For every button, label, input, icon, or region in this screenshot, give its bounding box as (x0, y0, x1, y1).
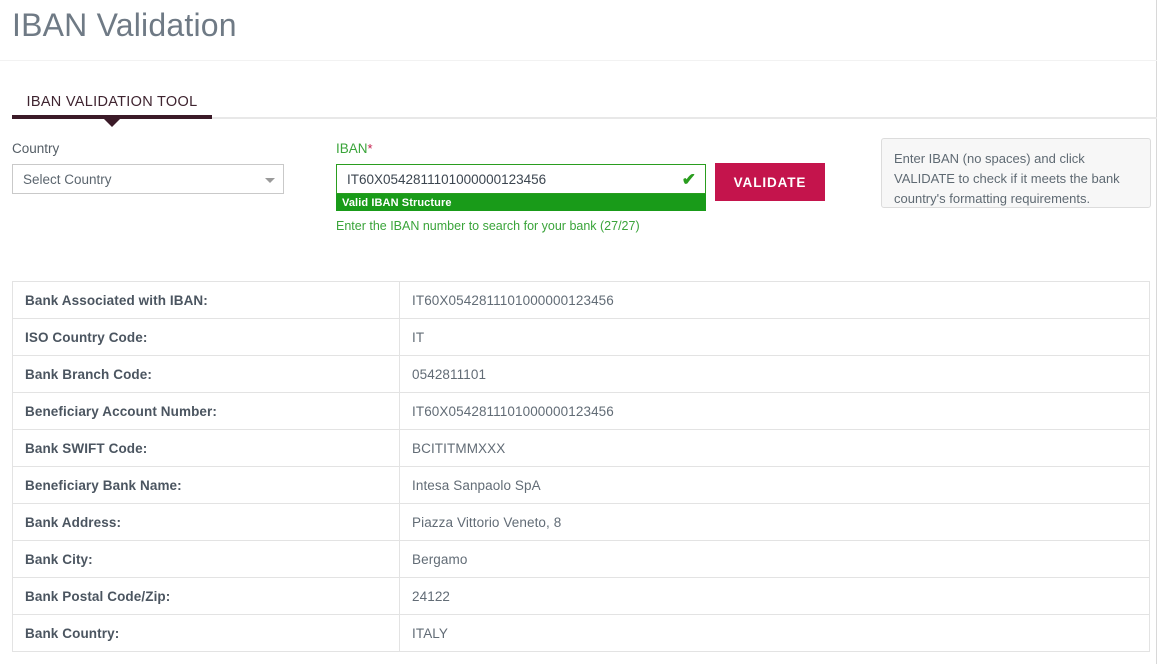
tab-iban-validation-tool[interactable]: IBAN VALIDATION TOOL (26, 94, 198, 110)
result-label: Bank Postal Code/Zip: (12, 577, 400, 615)
iban-input-wrapper: ✔ (336, 164, 706, 194)
tab-active-pointer-icon (104, 119, 120, 127)
title-divider (0, 60, 1157, 61)
table-row: Bank Branch Code: 0542811101 (12, 355, 1150, 393)
result-label: Bank City: (12, 540, 400, 578)
page-title: IBAN Validation (12, 7, 237, 43)
result-value: 24122 (399, 577, 1150, 615)
table-row: Beneficiary Bank Name: Intesa Sanpaolo Sp… (12, 466, 1150, 504)
result-label: Bank Associated with IBAN: (12, 281, 400, 319)
result-value: 0542811101 (399, 355, 1150, 393)
tab-bar-baseline (12, 117, 1157, 119)
info-box: Enter IBAN (no spaces) and click VALIDAT… (881, 138, 1151, 208)
country-select[interactable]: Select Country (12, 164, 284, 194)
result-label: Bank Address: (12, 503, 400, 541)
iban-helper-text: Enter the IBAN number to search for your… (336, 219, 640, 233)
result-value: BCITITMMXXX (399, 429, 1150, 467)
check-icon: ✔ (681, 170, 696, 189)
tab-bar: IBAN VALIDATION TOOL (0, 92, 1157, 127)
result-label: Bank Branch Code: (12, 355, 400, 393)
table-row: Bank City: Bergamo (12, 540, 1150, 578)
iban-results-table: Bank Associated with IBAN: IT60X054281110… (12, 281, 1150, 652)
chevron-down-icon (265, 178, 275, 183)
validate-button[interactable]: VALIDATE (715, 163, 825, 201)
result-label: ISO Country Code: (12, 318, 400, 356)
result-value: IT60X0542811101000000123456 (399, 281, 1150, 319)
table-row: Beneficiary Account Number: IT60X05428111… (12, 392, 1150, 430)
result-value: IT60X0542811101000000123456 (399, 392, 1150, 430)
tab-active-underline (12, 115, 212, 119)
country-label: Country (12, 141, 60, 156)
table-row: Bank Associated with IBAN: IT60X054281110… (12, 281, 1150, 319)
iban-status-badge: Valid IBAN Structure (336, 194, 706, 211)
result-label: Beneficiary Account Number: (12, 392, 400, 430)
result-value: Bergamo (399, 540, 1150, 578)
country-select-value: Select Country (23, 172, 112, 187)
result-value: IT (399, 318, 1150, 356)
iban-label-text: IBAN (336, 141, 368, 156)
result-value: Intesa Sanpaolo SpA (399, 466, 1150, 504)
results-table-body: Bank Associated with IBAN: IT60X054281110… (12, 281, 1150, 652)
result-value: ITALY (399, 614, 1150, 652)
iban-label: IBAN* (336, 140, 706, 158)
table-row: Bank Postal Code/Zip: 24122 (12, 577, 1150, 615)
table-row: Bank SWIFT Code: BCITITMMXXX (12, 429, 1150, 467)
table-row: ISO Country Code: IT (12, 318, 1150, 356)
required-marker: * (367, 141, 373, 156)
table-row: Bank Address: Piazza Vittorio Veneto, 8 (12, 503, 1150, 541)
result-value: Piazza Vittorio Veneto, 8 (399, 503, 1150, 541)
result-label: Beneficiary Bank Name: (12, 466, 400, 504)
result-label: Bank SWIFT Code: (12, 429, 400, 467)
country-field-group: Country Select Country (12, 140, 284, 194)
iban-field-group: IBAN* ✔ Valid IBAN Structure Enter the I… (336, 140, 706, 235)
table-row: Bank Country: ITALY (12, 614, 1150, 652)
result-label: Bank Country: (12, 614, 400, 652)
iban-input[interactable] (337, 165, 667, 193)
